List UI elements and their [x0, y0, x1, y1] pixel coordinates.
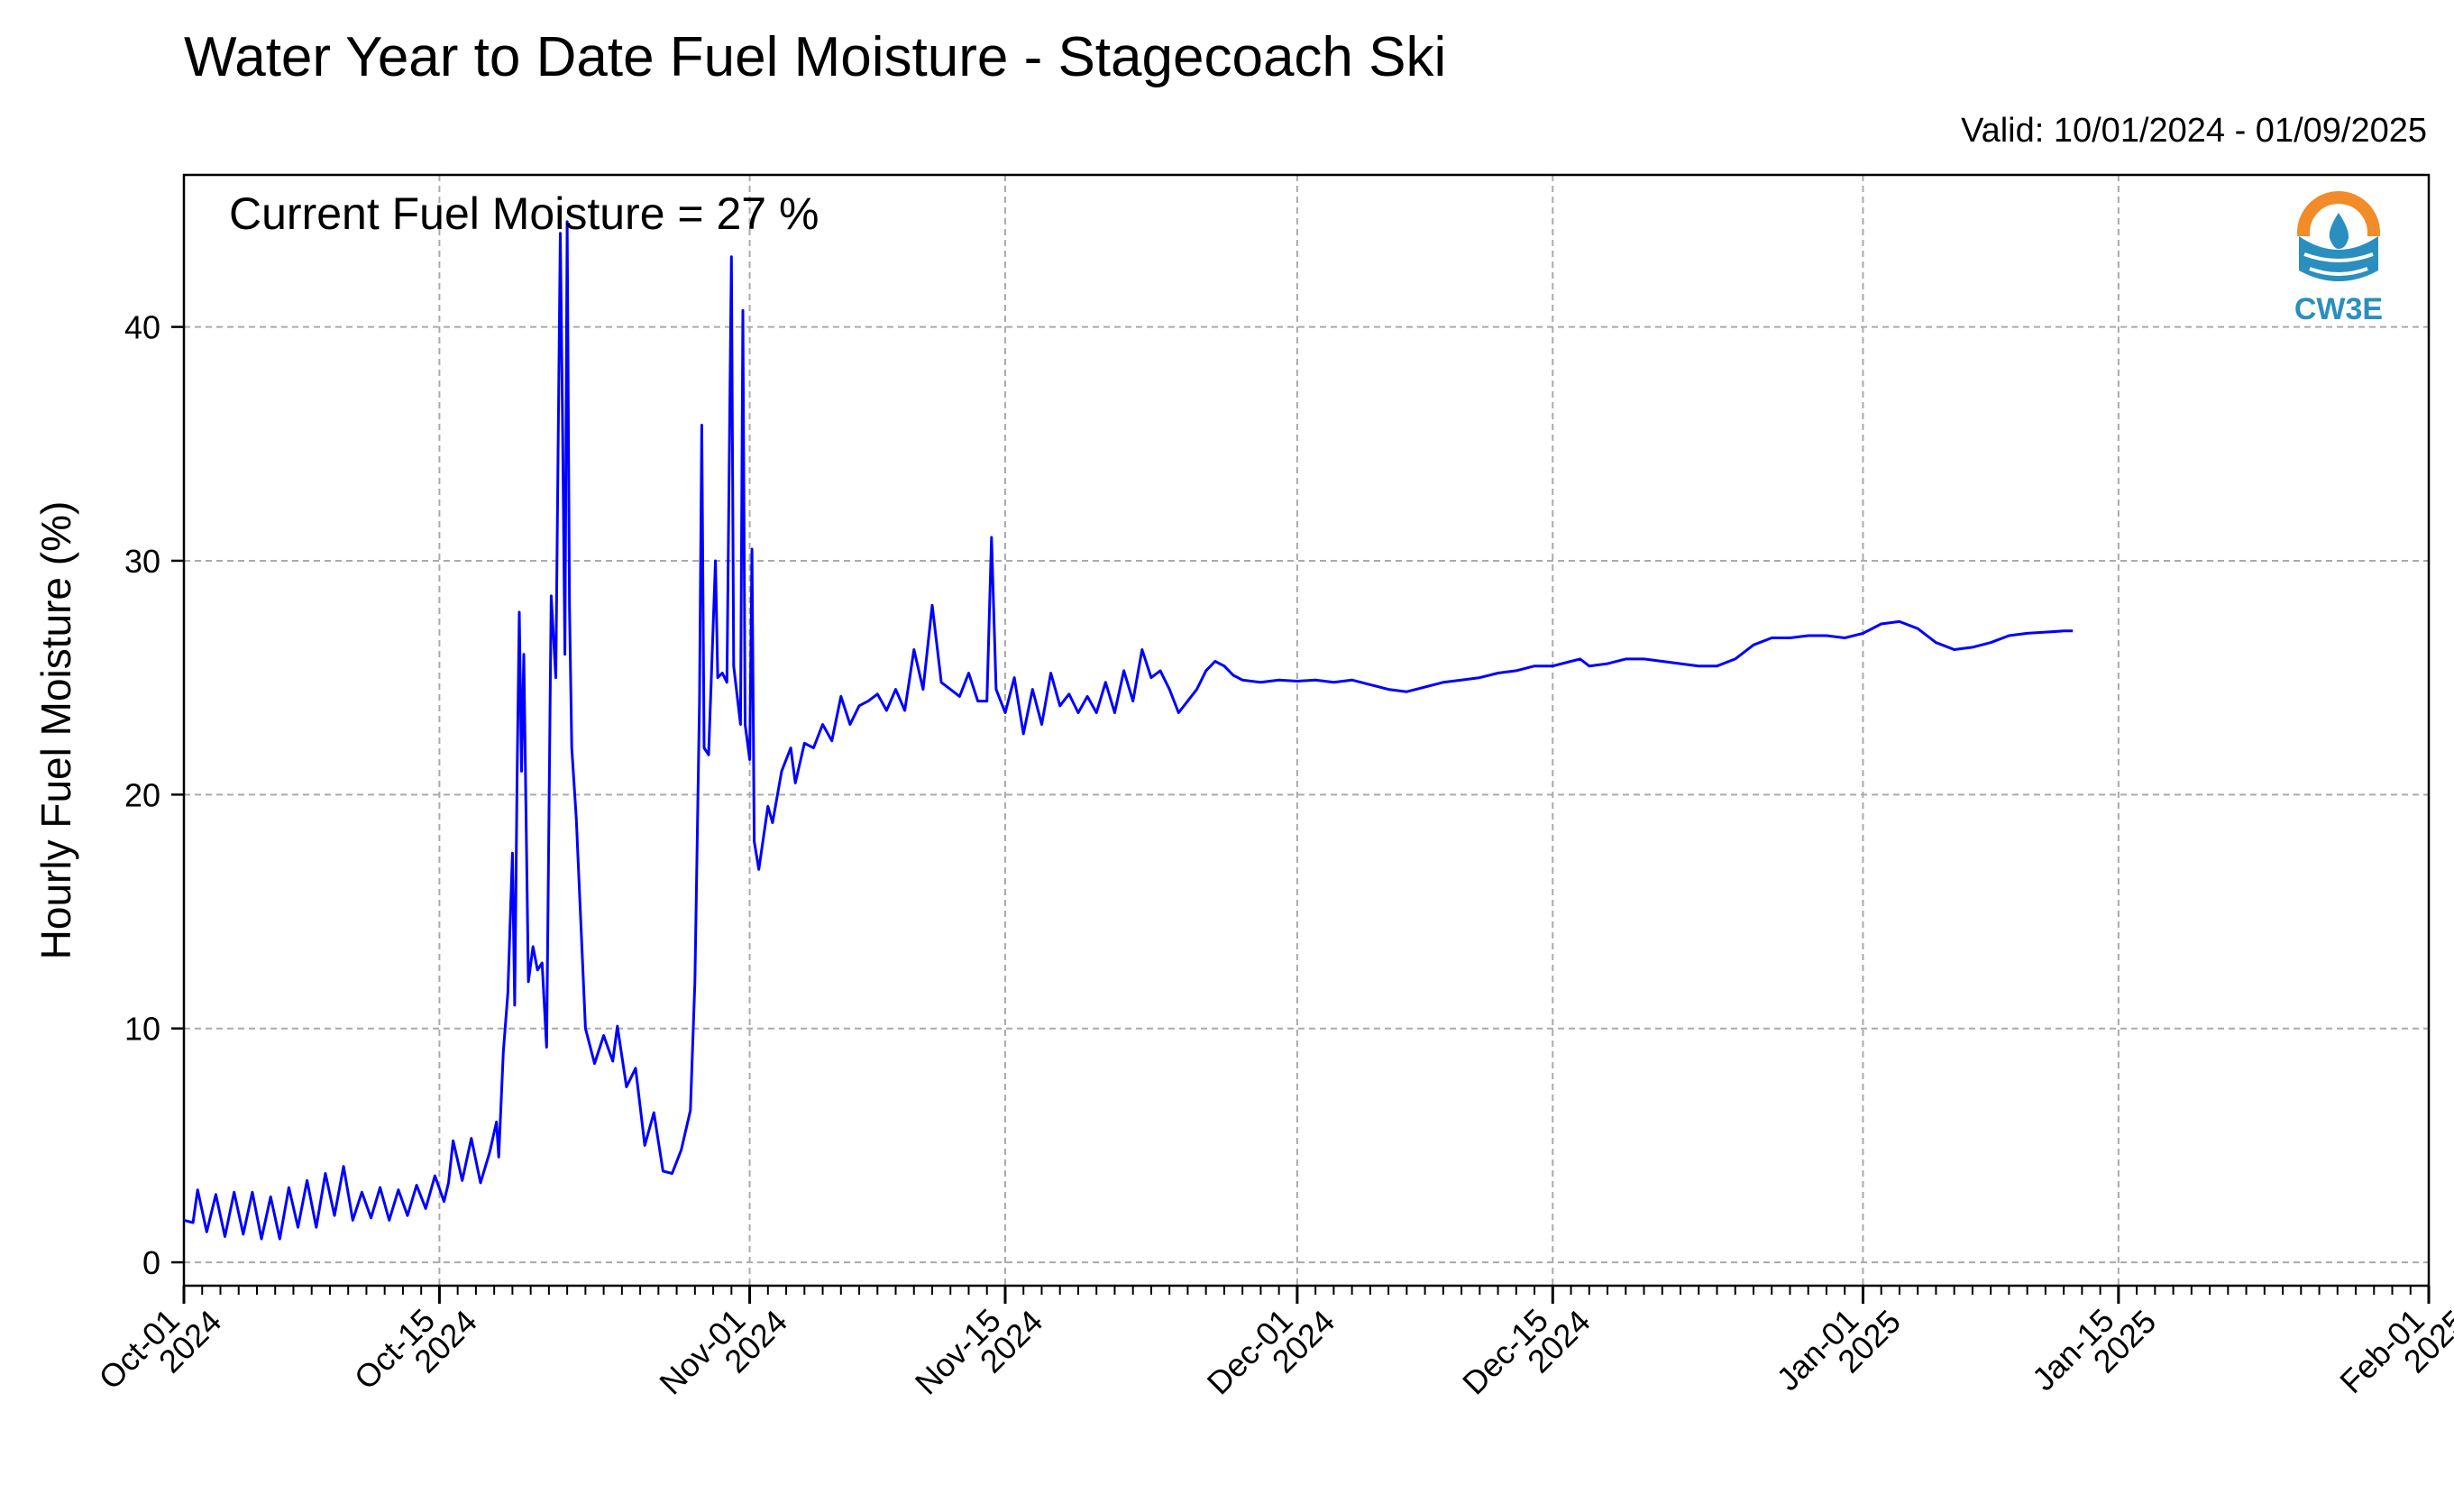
y-tick-label: 0 [142, 1244, 160, 1281]
cw3e-logo-text: CW3E [2294, 292, 2383, 326]
current-fuel-moisture-annotation: Current Fuel Moisture = 27 % [229, 188, 819, 239]
cw3e-logo-icon: CW3E [2294, 191, 2384, 326]
chart-title: Water Year to Date Fuel Moisture - Stage… [184, 26, 1447, 88]
plot-frame [182, 173, 2431, 1287]
fuel-moisture-line [183, 220, 2074, 1241]
valid-date-range: Valid: 10/01/2024 - 01/09/2025 [1961, 112, 2427, 150]
y-tick-label: 30 [124, 543, 160, 580]
series-layer [183, 220, 2074, 1241]
y-axis-label: Hourly Fuel Moisture (%) [32, 501, 79, 960]
y-tick-label: 20 [124, 776, 160, 813]
y-tick-label: 40 [124, 309, 160, 346]
y-tick-label: 10 [124, 1011, 160, 1048]
